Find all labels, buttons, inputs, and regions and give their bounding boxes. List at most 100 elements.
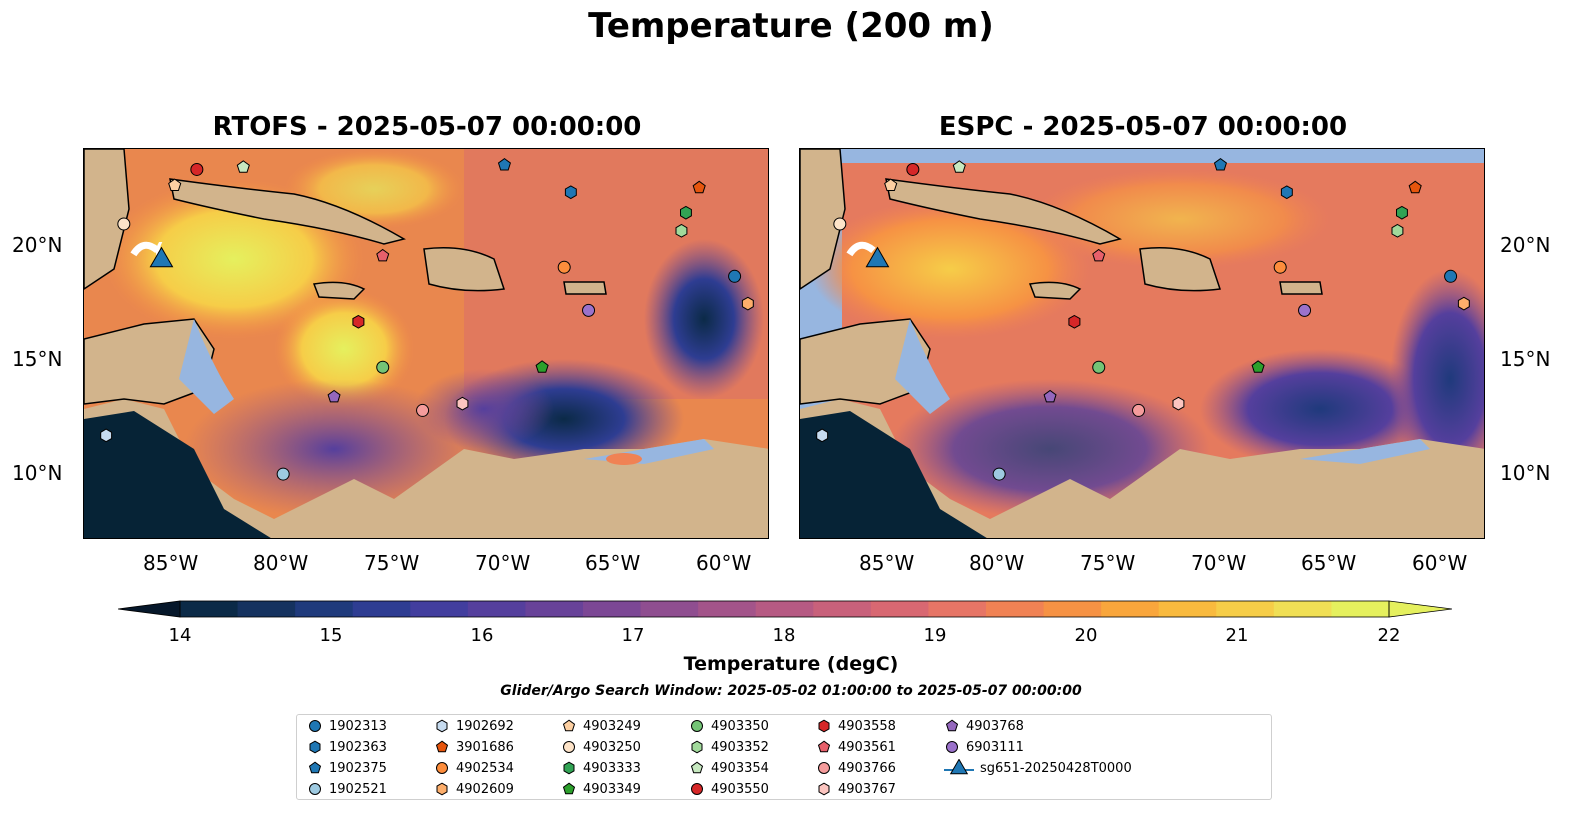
float-marker-4903349 xyxy=(1251,360,1265,373)
float-marker-6903111 xyxy=(582,303,596,317)
colorbar-bin xyxy=(928,601,987,617)
float-marker-4903550 xyxy=(190,162,204,176)
legend-item: 1902692 xyxy=(434,717,514,735)
legend-label: 6903111 xyxy=(966,739,1024,755)
legend-marker-icon xyxy=(818,782,830,796)
lon-label: 80°W xyxy=(969,551,1025,575)
lon-label: 65°W xyxy=(585,551,641,575)
legend-marker-icon xyxy=(563,741,575,753)
glider-marker xyxy=(865,246,890,268)
colorbar-bin xyxy=(755,601,814,617)
colorbar-border xyxy=(179,600,1390,618)
legend-label: 4903561 xyxy=(838,739,896,755)
colorbar-bin xyxy=(1043,601,1102,617)
lon-label: 70°W xyxy=(1191,551,1247,575)
lat-label: 10°N xyxy=(12,461,63,485)
legend-marker-icon xyxy=(691,783,703,795)
legend-item: 4903354 xyxy=(689,759,769,777)
float-marker-4903766 xyxy=(1132,403,1146,417)
map-rtofs-canvas: ( xyxy=(84,149,768,538)
legend-label: 4903249 xyxy=(583,718,641,734)
float-marker-4903558 xyxy=(1068,314,1081,329)
legend-item: 4902534 xyxy=(434,759,514,777)
legend-marker-icon xyxy=(308,761,322,774)
legend-marker-icon xyxy=(562,782,576,795)
float-marker-1902363 xyxy=(1280,185,1293,200)
legend-label: 1902375 xyxy=(329,760,387,776)
float-marker-1902375 xyxy=(1213,157,1227,171)
lon-label: 85°W xyxy=(859,551,915,575)
legend-item: 4903768 xyxy=(944,717,1024,735)
float-marker-1902521 xyxy=(276,467,290,481)
legend-label: 4903768 xyxy=(966,718,1024,734)
legend-item: 1902375 xyxy=(307,759,387,777)
legend-item: 1902313 xyxy=(307,717,387,735)
float-marker-4903767 xyxy=(1172,396,1185,411)
float-marker-4903249 xyxy=(884,178,898,191)
colorbar-bin xyxy=(813,601,872,617)
rtofs-markers xyxy=(100,157,754,481)
float-marker-4902609 xyxy=(741,296,754,311)
legend-item: 4903249 xyxy=(561,717,641,735)
legend-marker-icon xyxy=(435,740,449,753)
float-marker-4903349 xyxy=(535,360,549,373)
legend-label: sg651-20250428T0000 xyxy=(980,760,1132,776)
colorbar-bin xyxy=(640,601,699,617)
float-marker-1902313 xyxy=(728,269,742,283)
float-marker-6903111 xyxy=(1298,303,1312,317)
legend-marker-icon xyxy=(309,740,321,754)
legend-label: 4902609 xyxy=(456,781,514,797)
colorbar-tick: 20 xyxy=(1074,625,1098,646)
lon-label: 75°W xyxy=(364,551,420,575)
legend-marker-icon xyxy=(562,719,576,732)
float-marker-1902521 xyxy=(992,467,1006,481)
glider-track xyxy=(846,241,876,257)
legend-marker-icon xyxy=(309,720,321,732)
legend-label: 1902521 xyxy=(329,781,387,797)
float-marker-1902375 xyxy=(497,157,511,171)
legend-item: 4902609 xyxy=(434,780,514,798)
float-marker-1902363 xyxy=(564,185,577,200)
float-marker-4903250 xyxy=(117,217,131,231)
float-marker-1902692 xyxy=(100,428,113,443)
legend-label: 4903767 xyxy=(838,781,896,797)
lon-label: 65°W xyxy=(1301,551,1357,575)
panel-title-rtofs: RTOFS - 2025-05-07 00:00:00 xyxy=(212,112,642,142)
float-marker-4903333 xyxy=(680,205,692,220)
legend-label: 4903766 xyxy=(838,760,896,776)
float-marker-4903350 xyxy=(376,360,390,374)
legend-marker-icon xyxy=(945,719,959,732)
float-marker-4903766 xyxy=(416,403,430,417)
float-marker-4903352 xyxy=(1391,223,1404,238)
colorbar-extend-high xyxy=(1388,600,1453,618)
legend-label: 4903350 xyxy=(711,718,769,734)
legend-label: 4903550 xyxy=(711,781,769,797)
float-marker-4903250 xyxy=(833,217,847,231)
colorbar-tick: 16 xyxy=(470,625,494,646)
glider-marker xyxy=(149,246,174,268)
legend: 1902313 1902363 1902375 1902521 1902692 39016… xyxy=(296,714,1272,800)
search-window-text: Glider/Argo Search Window: 2025-05-02 01… xyxy=(500,683,1082,699)
glider-track xyxy=(130,241,160,257)
lon-label: 75°W xyxy=(1080,551,1136,575)
legend-marker-icon xyxy=(563,761,575,775)
colorbar-bin xyxy=(1216,601,1275,617)
colorbar-bin xyxy=(986,601,1045,617)
float-marker-4903561 xyxy=(1092,248,1106,262)
colorbar-bin xyxy=(1158,601,1217,617)
float-marker-4903249 xyxy=(168,178,182,191)
colorbar-bin xyxy=(698,601,757,617)
legend-item: 3901686 xyxy=(434,738,514,756)
map-espc xyxy=(799,148,1485,539)
legend-item: 4903349 xyxy=(561,780,641,798)
legend-item: 1902363 xyxy=(307,738,387,756)
legend-label: 4903558 xyxy=(838,718,896,734)
lon-label: 60°W xyxy=(1412,551,1468,575)
float-marker-4903768 xyxy=(327,389,341,403)
legend-label: 1902363 xyxy=(329,739,387,755)
float-marker-4903354 xyxy=(236,160,250,173)
map-espc-canvas xyxy=(800,149,1484,538)
float-marker-4902534 xyxy=(1273,260,1287,274)
float-marker-4903768 xyxy=(1043,389,1057,403)
legend-item: 4903333 xyxy=(561,759,641,777)
